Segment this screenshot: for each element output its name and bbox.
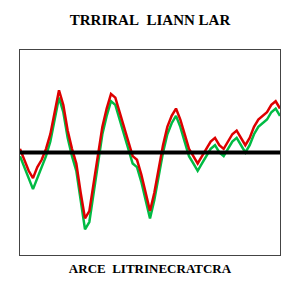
svg-text:TRRIRAL LIANN LAR: TRRIRAL LIANN LAR bbox=[70, 12, 231, 28]
svg-text:ARCE LITRINECRATCRA: ARCE LITRINECRATCRA bbox=[69, 261, 232, 276]
